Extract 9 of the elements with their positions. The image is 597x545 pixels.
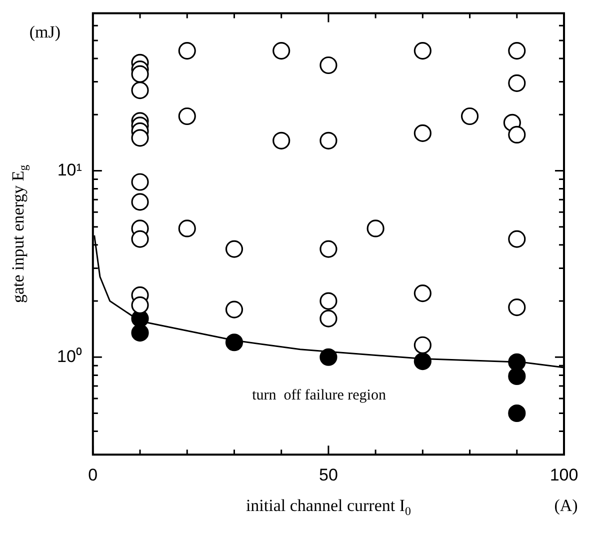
x-tick-label: 0: [88, 465, 98, 484]
text: (A): [554, 496, 578, 516]
annotation: turn off failure region: [252, 387, 386, 404]
x-tick-label: 50: [318, 465, 338, 484]
y-tick-label: 10¹: [57, 160, 82, 180]
y-tick-label: 10⁰: [56, 346, 82, 366]
text: (mJ): [29, 22, 60, 42]
x-tick-label: 100: [550, 465, 578, 484]
y-axis-title: gate input energy Eg: [8, 164, 30, 304]
